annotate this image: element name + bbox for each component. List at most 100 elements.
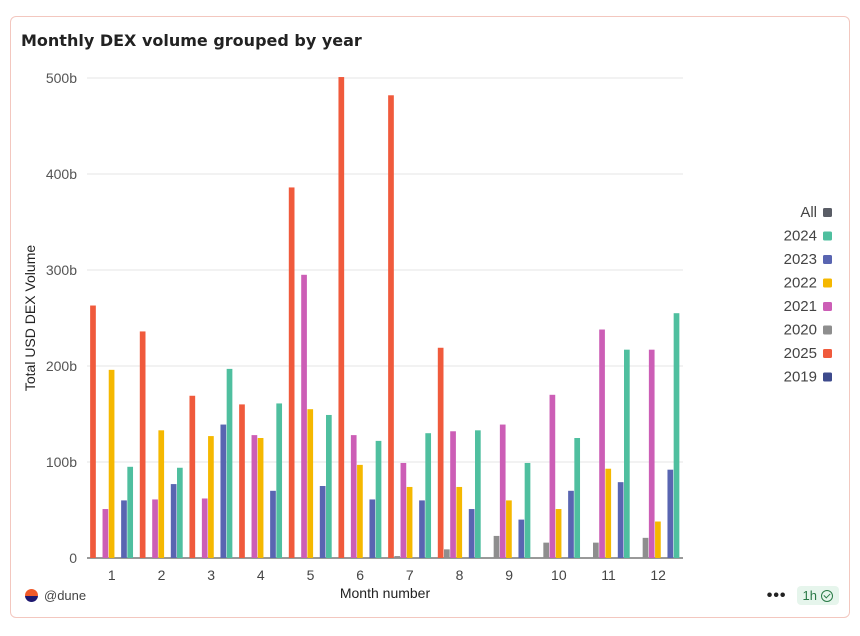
legend-label: All	[800, 204, 817, 221]
bar-2022-month-2	[158, 430, 165, 558]
legend-swatch-2025	[823, 349, 832, 358]
bar-2023-month-9	[518, 519, 525, 558]
legend-swatch-All	[823, 208, 832, 217]
y-tick-label: 0	[69, 550, 77, 566]
bar-2025-month-6	[338, 77, 345, 558]
bar-2024-month-10	[574, 438, 581, 558]
bar-2021-month-12	[648, 349, 655, 558]
legend-label: 2019	[784, 369, 817, 386]
bar-2024-month-1	[127, 466, 134, 558]
bar-2020-month-12	[642, 537, 649, 558]
bar-2025-month-1	[90, 305, 96, 558]
y-tick-label: 400b	[46, 166, 77, 182]
bar-2022-month-10	[555, 509, 562, 558]
bar-2024-month-12	[673, 313, 680, 558]
x-tick-label: 7	[406, 567, 414, 583]
bar-2022-month-7	[406, 486, 413, 558]
bar-2021-month-10	[549, 394, 556, 558]
bar-2022-month-9	[506, 500, 512, 558]
x-tick-label: 1	[108, 567, 116, 583]
x-tick-label: 8	[456, 567, 464, 583]
bar-2021-month-7	[400, 462, 407, 558]
more-options-icon[interactable]: •••	[766, 586, 787, 604]
bar-2024-month-3	[226, 368, 233, 558]
y-axis-label: Total USD DEX Volume	[22, 245, 38, 391]
refresh-status-badge[interactable]: 1h	[796, 586, 839, 605]
legend-swatch-2020	[823, 325, 832, 335]
bar-2020-month-8	[444, 549, 450, 558]
legend-swatch-2019	[823, 372, 832, 382]
check-circle-icon	[821, 589, 833, 602]
bar-2024-month-4	[276, 403, 283, 558]
bar-2024-month-5	[326, 414, 332, 558]
legend-swatch-2021	[823, 302, 832, 311]
bar-2025-month-4	[239, 404, 245, 558]
y-tick-label: 500b	[46, 70, 77, 86]
x-tick-label: 6	[356, 567, 364, 583]
legend-swatch-2023	[823, 255, 832, 264]
bar-2025-month-7	[388, 95, 394, 558]
bar-2022-month-5	[307, 409, 314, 558]
bar-2023-month-4	[270, 490, 276, 558]
bar-2024-month-7	[425, 433, 432, 558]
bar-2021-month-5	[301, 274, 307, 558]
y-tick-label: 100b	[46, 454, 77, 470]
x-tick-label: 12	[650, 567, 666, 583]
bar-2022-month-12	[655, 521, 661, 558]
x-tick-label: 3	[207, 567, 215, 583]
bar-2022-month-6	[357, 464, 363, 558]
bar-2021-month-2	[152, 499, 158, 558]
bar-2021-month-8	[450, 431, 456, 558]
bar-2023-month-1	[121, 500, 127, 558]
bar-2023-month-7	[419, 500, 425, 558]
bar-2021-month-11	[599, 329, 605, 558]
legend-label: 2020	[784, 322, 817, 339]
legend-swatch-2024	[823, 231, 832, 241]
bar-2025-month-5	[288, 187, 295, 558]
bar-2024-month-9	[524, 462, 531, 558]
bar-2021-month-3	[201, 498, 208, 558]
x-tick-label: 5	[307, 567, 315, 583]
x-tick-label: 10	[551, 567, 567, 583]
bar-2021-month-4	[251, 435, 258, 558]
dune-logo-icon	[25, 589, 38, 602]
chart-card: Monthly DEX volume grouped by year 0 100b…	[10, 16, 850, 618]
x-tick-label: 2	[158, 567, 166, 583]
chart-title: Monthly DEX volume grouped by year	[21, 31, 362, 50]
bar-2021-month-9	[499, 424, 506, 558]
bar-2020-month-11	[593, 542, 599, 558]
legend-label: 2022	[784, 275, 817, 292]
bar-2023-month-8	[468, 509, 475, 558]
bar-2023-month-11	[617, 482, 624, 558]
bar-2021-month-6	[350, 435, 357, 558]
bar-2025-month-2	[139, 331, 146, 558]
x-axis-label: Month number	[340, 585, 431, 601]
attribution[interactable]: @dune	[25, 588, 86, 603]
bar-2022-month-3	[208, 436, 214, 558]
bar-2025-month-8	[437, 347, 444, 558]
x-tick-label: 11	[601, 567, 616, 583]
bar-2021-month-1	[102, 509, 109, 558]
x-tick-label: 9	[505, 567, 513, 583]
bar-2024-month-2	[177, 467, 183, 558]
bar-2020-month-7	[394, 556, 401, 558]
bar-2023-month-12	[667, 469, 674, 558]
bar-2025-month-3	[189, 395, 196, 558]
bar-2024-month-6	[375, 440, 382, 558]
card-actions: ••• 1h	[767, 586, 839, 605]
bar-2022-month-11	[605, 468, 612, 558]
legend-label: 2021	[784, 298, 817, 315]
bar-2022-month-1	[108, 369, 115, 558]
legend-label: 2025	[784, 345, 817, 362]
bar-2022-month-8	[456, 486, 463, 558]
bar-2024-month-8	[475, 430, 481, 558]
bar-2024-month-11	[624, 349, 630, 558]
y-tick-label: 300b	[46, 262, 77, 278]
legend-label: 2023	[784, 251, 817, 268]
bar-2020-month-9	[493, 535, 500, 558]
x-tick-label: 4	[257, 567, 265, 583]
bar-2023-month-3	[220, 424, 227, 558]
bar-2022-month-4	[257, 438, 264, 558]
bar-2023-month-10	[568, 490, 574, 558]
